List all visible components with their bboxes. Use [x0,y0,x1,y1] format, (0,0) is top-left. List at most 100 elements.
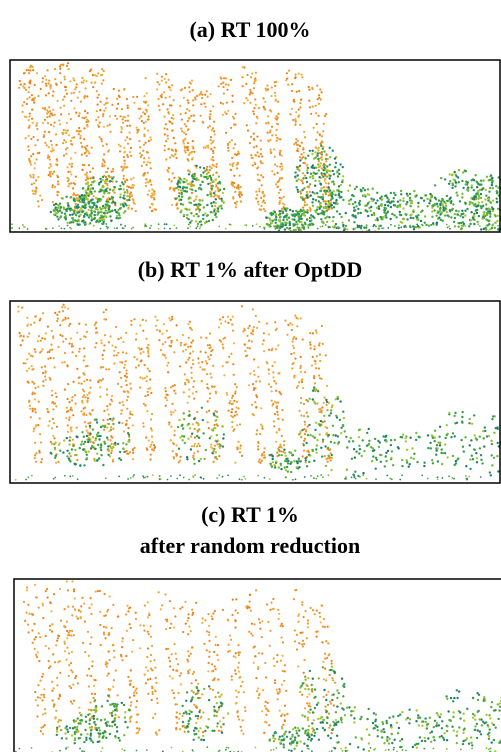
point [58,311,60,313]
point [197,443,199,445]
point [35,425,37,427]
point [442,452,444,454]
point [192,140,194,142]
point [136,700,138,702]
point [310,208,312,210]
point [109,595,111,597]
point [223,433,225,435]
point [48,174,50,176]
point [478,215,480,217]
point [126,605,128,607]
point [214,427,216,429]
point [275,222,277,224]
point [313,192,315,194]
point [55,212,57,214]
point [74,394,76,396]
point [221,425,223,427]
point [238,188,240,190]
point [488,179,490,181]
point [190,367,192,369]
point [143,122,145,124]
point [283,204,285,206]
point [195,213,197,215]
point [321,153,323,155]
point [302,156,304,158]
point [259,433,261,435]
point [485,203,487,205]
point [82,396,84,398]
point [65,132,67,134]
point [77,97,79,99]
point [107,228,109,230]
point [473,223,475,225]
point [279,152,281,154]
point [37,200,39,202]
point [325,203,327,205]
point [123,175,125,177]
point [57,183,59,185]
point [187,617,189,619]
point [316,355,318,357]
point [446,433,448,435]
point [470,439,472,441]
point [79,712,81,714]
point [28,613,30,615]
point [191,377,193,379]
point [57,191,59,193]
point [31,109,33,111]
point [64,650,66,652]
point [317,98,319,100]
point [75,194,77,196]
point [146,656,148,658]
point [46,588,48,590]
point [18,87,20,89]
point [145,436,147,438]
point [300,192,302,194]
point [68,419,70,421]
point [390,457,392,459]
point [57,318,59,320]
point [208,358,210,360]
point [295,142,297,144]
point [28,86,30,88]
point [328,186,330,188]
point [207,421,209,423]
point [365,210,367,212]
point [136,127,138,129]
point [492,223,494,225]
point [38,450,40,452]
point [122,442,124,444]
point [341,181,343,183]
point [164,133,166,135]
point [99,211,101,213]
point [80,383,82,385]
point [153,197,155,199]
point [115,346,117,348]
point [407,195,409,197]
point [81,169,83,171]
point [194,443,196,445]
point [308,100,310,102]
point [54,312,56,314]
point [36,656,38,658]
point [300,153,302,155]
point [446,211,448,213]
point [297,189,299,191]
point [70,337,72,339]
point [210,110,212,112]
point [81,77,83,79]
point [192,180,194,182]
point [321,325,323,327]
point [210,158,212,160]
point [346,446,348,448]
point [173,643,175,645]
point [173,390,175,392]
point [316,206,318,208]
point [461,180,463,182]
point [136,96,138,98]
point [67,180,69,182]
point [327,447,329,449]
point [119,96,121,98]
point [183,143,185,145]
point [81,205,83,207]
